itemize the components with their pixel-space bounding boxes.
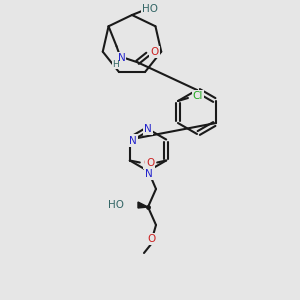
Text: Cl: Cl <box>193 91 203 101</box>
Text: O: O <box>146 158 154 167</box>
Text: HO: HO <box>142 4 158 14</box>
Text: O: O <box>150 47 159 57</box>
Text: N: N <box>145 169 153 179</box>
Text: O: O <box>148 234 156 244</box>
Text: H: H <box>112 60 119 69</box>
Text: N: N <box>118 53 125 63</box>
Text: HO: HO <box>108 200 124 210</box>
Text: N: N <box>144 124 152 134</box>
Text: O: O <box>144 158 152 167</box>
Text: N: N <box>129 136 137 146</box>
Polygon shape <box>138 202 148 208</box>
